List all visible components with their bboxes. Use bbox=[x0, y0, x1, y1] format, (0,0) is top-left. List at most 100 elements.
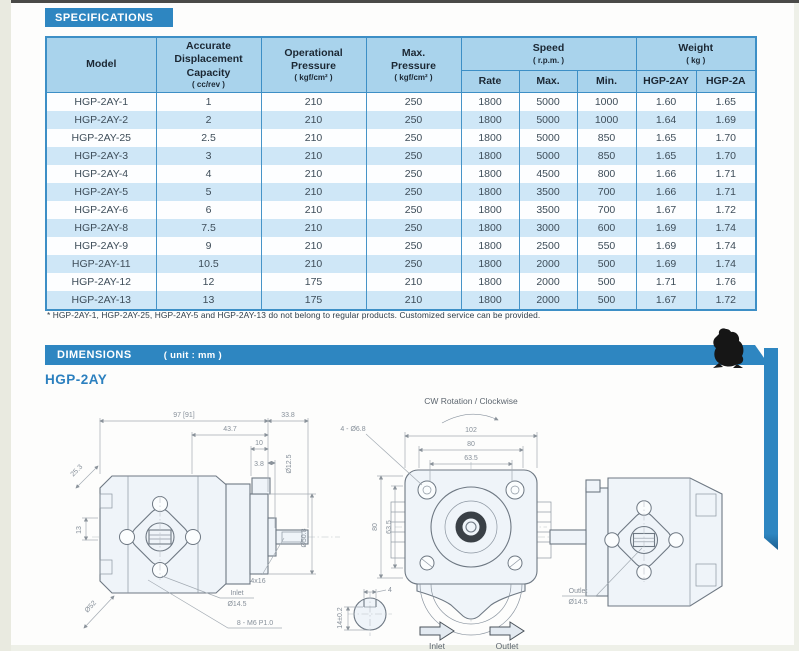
footnote: * HGP-2AY-1, HGP-2AY-25, HGP-2AY-5 and H… bbox=[47, 310, 541, 320]
spec-table-body: HGP-2AY-1 1 210 250 1800 5000 1000 1.60 1.65 HGP-… bbox=[45, 92, 757, 310]
cell-op_pressure: 210 bbox=[260, 165, 367, 183]
cell-rate: 1800 bbox=[460, 201, 520, 219]
cell-displacement: 10.5 bbox=[155, 255, 262, 273]
dim-label: 10 bbox=[255, 440, 263, 447]
cell-model: HGP-2AY-4 bbox=[45, 165, 157, 183]
cell-displacement: 6 bbox=[155, 201, 262, 219]
table-row: HGP-2AY-6 6 210 250 1800 3500 700 1.67 1.72 bbox=[45, 201, 757, 219]
shaft-side bbox=[275, 529, 309, 545]
cell-min: 1000 bbox=[576, 92, 637, 111]
dim-label: 13 bbox=[76, 526, 83, 534]
cell-max: 4500 bbox=[518, 165, 578, 183]
outlet-arrow-label: Outlet bbox=[496, 641, 519, 650]
shaft-rear bbox=[549, 529, 587, 545]
cell-min: 1000 bbox=[576, 111, 637, 129]
cell-model: HGP-2AY-6 bbox=[45, 201, 157, 219]
cell-w_2ay: 1.67 bbox=[635, 201, 697, 219]
cell-op_pressure: 210 bbox=[260, 219, 367, 237]
inlet-arrow-label: Inlet bbox=[429, 641, 446, 650]
cell-displacement: 2 bbox=[155, 111, 262, 129]
cell-w_2a: 1.74 bbox=[695, 237, 757, 255]
cell-max_pressure: 210 bbox=[365, 273, 462, 291]
cell-w_2a: 1.74 bbox=[695, 219, 757, 237]
col-header-weight-hgp2ay: HGP-2AY bbox=[635, 70, 697, 93]
table-row: HGP-2AY-8 7.5 210 250 1800 3000 600 1.69 1.74 bbox=[45, 219, 757, 237]
cell-model: HGP-2AY-11 bbox=[45, 255, 157, 273]
outlet-port-label: Outlet bbox=[569, 588, 588, 595]
cell-max_pressure: 250 bbox=[365, 165, 462, 183]
col-header-weight: Weight ( kg ) bbox=[635, 36, 757, 71]
cell-displacement: 2.5 bbox=[155, 129, 262, 147]
cell-max_pressure: 250 bbox=[365, 219, 462, 237]
cell-max_pressure: 250 bbox=[365, 92, 462, 111]
cell-max: 2000 bbox=[518, 291, 578, 310]
cell-min: 850 bbox=[576, 147, 637, 165]
mounting-flange-side bbox=[225, 483, 251, 585]
cell-rate: 1800 bbox=[460, 111, 520, 129]
table-row: HGP-2AY-25 2.5 210 250 1800 5000 850 1.65 1.70 bbox=[45, 129, 757, 147]
cell-rate: 1800 bbox=[460, 291, 520, 310]
cell-w_2a: 1.65 bbox=[695, 92, 757, 111]
col-header-model: Model bbox=[45, 36, 157, 93]
col-header-max-pressure: Max. Pressure ( kgf/cm² ) bbox=[365, 36, 462, 93]
col-header-speed-max: Max. bbox=[518, 70, 578, 93]
cell-w_2ay: 1.65 bbox=[635, 129, 697, 147]
cell-max: 5000 bbox=[518, 147, 578, 165]
specifications-title: SPECIFICATIONS bbox=[55, 11, 154, 24]
cell-displacement: 9 bbox=[155, 237, 262, 255]
cell-displacement: 3 bbox=[155, 147, 262, 165]
dim-label: 4x16 bbox=[250, 578, 265, 585]
table-row: HGP-2AY-3 3 210 250 1800 5000 850 1.65 1.70 bbox=[45, 147, 757, 165]
dim-label: Ø12.5 bbox=[286, 454, 293, 473]
cell-w_2ay: 1.65 bbox=[635, 147, 697, 165]
outlet-port-dia: Ø14.5 bbox=[568, 599, 587, 606]
cell-max: 3500 bbox=[518, 201, 578, 219]
page-frame-right bbox=[794, 3, 799, 651]
dim-label: Ø52 bbox=[84, 600, 98, 615]
cell-w_2ay: 1.71 bbox=[635, 273, 697, 291]
cell-rate: 1800 bbox=[460, 273, 520, 291]
cell-min: 800 bbox=[576, 165, 637, 183]
cell-min: 700 bbox=[576, 183, 637, 201]
col-header-weight-hgp2a: HGP-2A bbox=[695, 70, 757, 93]
col-header-speed-min: Min. bbox=[576, 70, 637, 93]
front-view-drawing: CW Rotation / Clockwise bbox=[340, 396, 552, 650]
cell-max_pressure: 250 bbox=[365, 111, 462, 129]
cell-w_2ay: 1.60 bbox=[635, 92, 697, 111]
cell-max: 3500 bbox=[518, 183, 578, 201]
dim-label: 63.5 bbox=[386, 520, 393, 534]
cell-max_pressure: 210 bbox=[365, 291, 462, 310]
dim-label: 33.8 bbox=[281, 412, 295, 419]
cell-max: 5000 bbox=[518, 111, 578, 129]
dim-label: 97 [91] bbox=[173, 412, 194, 419]
dim-label: 25.3 bbox=[70, 464, 85, 479]
cell-rate: 1800 bbox=[460, 165, 520, 183]
inlet-flow-arrow bbox=[419, 621, 455, 641]
table-row: HGP-2AY-5 5 210 250 1800 3500 700 1.66 1.71 bbox=[45, 183, 757, 201]
dim-label: 3.8 bbox=[254, 461, 264, 468]
cell-w_2a: 1.72 bbox=[695, 201, 757, 219]
side-accent-bar bbox=[764, 348, 778, 550]
thread-spec-label: 8 - M6 P1.0 bbox=[237, 620, 273, 627]
inlet-port-dia: Ø14.5 bbox=[227, 601, 246, 608]
front-cover-side bbox=[249, 493, 269, 575]
cell-op_pressure: 210 bbox=[260, 147, 367, 165]
model-title: HGP-2AY bbox=[45, 372, 108, 387]
cell-max_pressure: 250 bbox=[365, 147, 462, 165]
cell-max_pressure: 250 bbox=[365, 237, 462, 255]
cell-model: HGP-2AY-25 bbox=[45, 129, 157, 147]
cell-w_2ay: 1.69 bbox=[635, 219, 697, 237]
technical-drawings: 97 [91] 33.8 43.7 10 3.8 25.3 13 Ø12.5 Ø… bbox=[70, 396, 723, 650]
col-header-rate: Rate bbox=[460, 70, 520, 93]
cell-model: HGP-2AY-3 bbox=[45, 147, 157, 165]
page-frame-left bbox=[0, 0, 11, 651]
cell-displacement: 13 bbox=[155, 291, 262, 310]
cell-op_pressure: 210 bbox=[260, 129, 367, 147]
mascot-icon bbox=[713, 328, 744, 368]
dimensions-unit: ( unit : mm ) bbox=[163, 349, 222, 361]
dimensions-title: DIMENSIONS bbox=[57, 349, 132, 361]
dim-label: 63.5 bbox=[464, 455, 478, 462]
cell-min: 500 bbox=[576, 273, 637, 291]
cell-displacement: 5 bbox=[155, 183, 262, 201]
specifications-section-header: SPECIFICATIONS bbox=[45, 8, 173, 27]
